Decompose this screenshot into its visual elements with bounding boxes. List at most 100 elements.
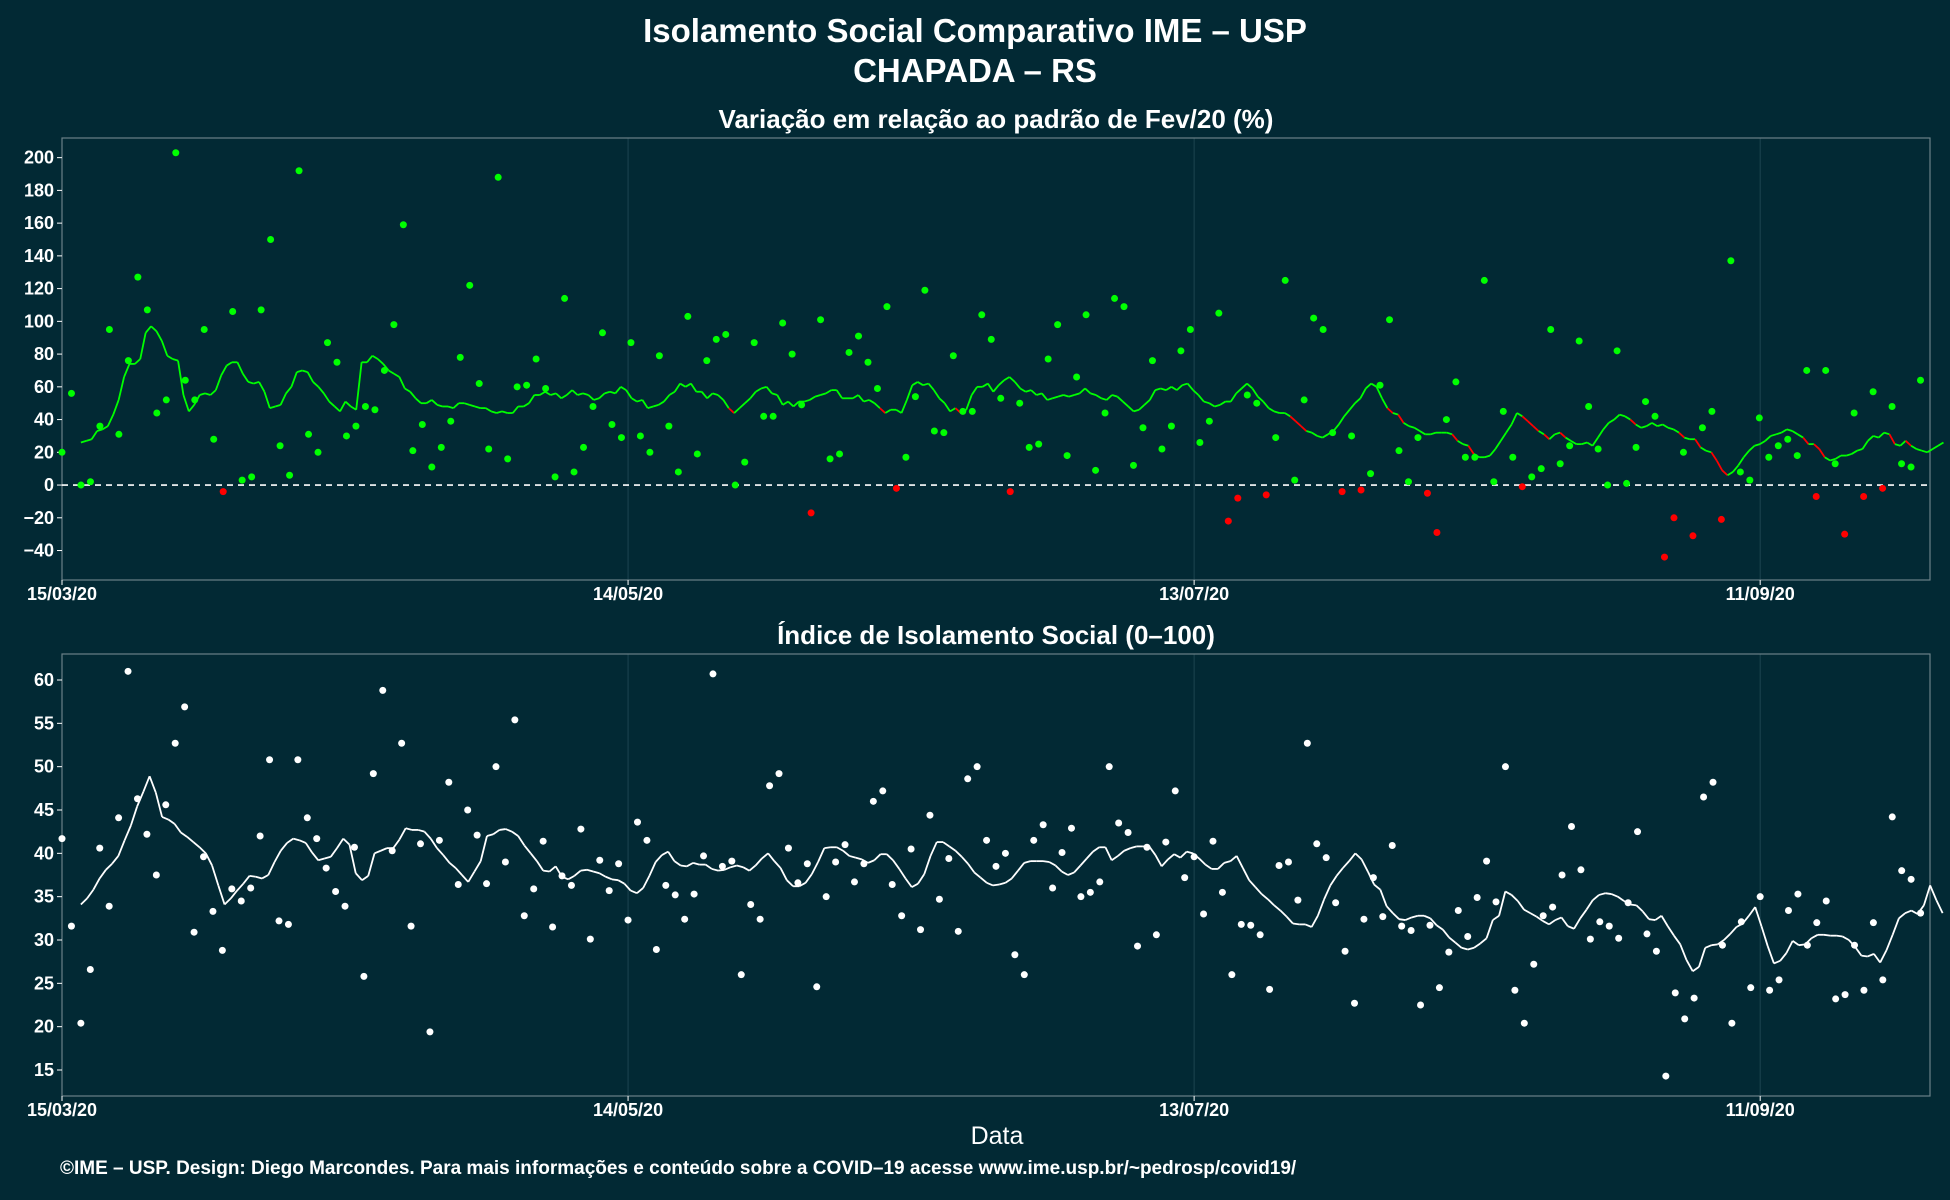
index-point [1360, 915, 1368, 923]
trend-line-segment [842, 850, 850, 857]
trend-line-segment [809, 395, 816, 401]
trend-line-segment [667, 851, 676, 862]
trend-line-segment [98, 869, 107, 879]
trend-line-segment [1284, 412, 1291, 418]
index-point [1869, 919, 1877, 927]
index-point [218, 946, 226, 954]
index-point [747, 900, 755, 908]
trend-line-segment [987, 383, 995, 393]
trend-line-segment [1285, 915, 1294, 925]
trend-line-segment [473, 860, 482, 872]
variation-point [200, 326, 208, 334]
index-point [1605, 922, 1613, 930]
trend-line-segment [722, 399, 730, 409]
trend-line-segment [1173, 853, 1181, 859]
variation-point [769, 412, 777, 420]
trend-line-segment [1932, 444, 1939, 450]
index-point [228, 885, 236, 893]
trend-line-segment [1381, 397, 1389, 409]
trend-line-segment [1014, 381, 1021, 390]
trend-line-segment [293, 837, 300, 842]
trend-line-segment [269, 405, 276, 409]
trend-line-segment [641, 399, 649, 409]
index-point [1501, 763, 1509, 771]
variation-point [1575, 337, 1583, 345]
trend-line-segment [1619, 413, 1626, 418]
trend-line-segment [1348, 852, 1357, 862]
index-point [917, 926, 925, 934]
variation-point [817, 316, 825, 324]
index-point [473, 831, 481, 839]
trend-line-segment [1856, 448, 1863, 452]
trend-line-segment [1851, 449, 1858, 455]
trend-line-segment [1086, 850, 1094, 860]
trend-line-segment [1295, 420, 1302, 427]
trend-line-segment [1092, 846, 1100, 853]
trend-line-segment [1823, 933, 1831, 937]
trend-line-segment [1679, 943, 1688, 961]
trend-line-segment [992, 384, 1000, 393]
variation-point [1423, 489, 1431, 497]
trend-line-segment [253, 381, 260, 385]
variation-point [58, 448, 66, 456]
index-point [794, 879, 802, 887]
index-point [143, 830, 151, 838]
trend-line-segment [1036, 392, 1043, 396]
trend-line-segment [1842, 935, 1850, 941]
index-point [530, 885, 538, 893]
trend-line-segment [1084, 387, 1092, 395]
trend-line-segment [792, 400, 800, 408]
trend-line-segment [330, 847, 338, 858]
index-point [1020, 971, 1028, 979]
index-point [1454, 907, 1462, 915]
trend-line-segment [1392, 912, 1400, 920]
variation-point [1623, 479, 1631, 487]
index-point [1709, 778, 1717, 786]
trend-line-segment [658, 400, 665, 406]
index-point [832, 858, 840, 866]
index-point [237, 897, 245, 905]
variation-point [1452, 378, 1460, 386]
trend-line-segment [90, 430, 98, 440]
trend-line-segment [1586, 441, 1594, 447]
index-point [1313, 840, 1321, 848]
index-point [190, 928, 198, 936]
trend-line-segment [1617, 895, 1625, 902]
trend-line-segment [1775, 431, 1782, 436]
trend-line-segment [663, 394, 671, 403]
trend-line-segment [1510, 412, 1518, 425]
trend-line-segment [305, 842, 313, 853]
variation-point [1310, 314, 1318, 322]
trend-line-segment [217, 885, 226, 905]
variation-point [153, 409, 161, 417]
variation-point [1898, 460, 1906, 468]
trend-line-segment [555, 392, 562, 399]
trend-line-segment [1242, 867, 1250, 881]
trend-line-segment [80, 439, 87, 444]
trend-line-segment [1161, 858, 1169, 867]
trend-line-segment [1398, 918, 1406, 921]
trend-line-segment [884, 408, 892, 414]
trend-line-segment [938, 397, 946, 404]
index-point [1624, 899, 1632, 907]
variation-point [1253, 399, 1261, 407]
variation-point [466, 281, 474, 289]
trend-line-segment [1779, 952, 1788, 962]
trend-line-segment [571, 389, 579, 396]
trend-line-segment [776, 394, 784, 406]
trend-line-segment [614, 386, 622, 394]
trend-line-segment [501, 410, 508, 414]
index-point [879, 787, 887, 795]
variation-point [570, 468, 578, 476]
index-point [1511, 986, 1519, 994]
trend-line-segment [965, 394, 973, 411]
variation-point [1006, 488, 1014, 496]
trend-line-segment [1532, 425, 1540, 432]
trend-line-segment [1773, 959, 1781, 965]
trend-line-segment [388, 369, 395, 375]
trend-line-segment [312, 381, 320, 388]
trend-line-segment [261, 874, 269, 880]
trend-line-segment [1090, 392, 1097, 396]
trend-line-segment [463, 402, 470, 406]
trend-line-segment [123, 825, 132, 841]
